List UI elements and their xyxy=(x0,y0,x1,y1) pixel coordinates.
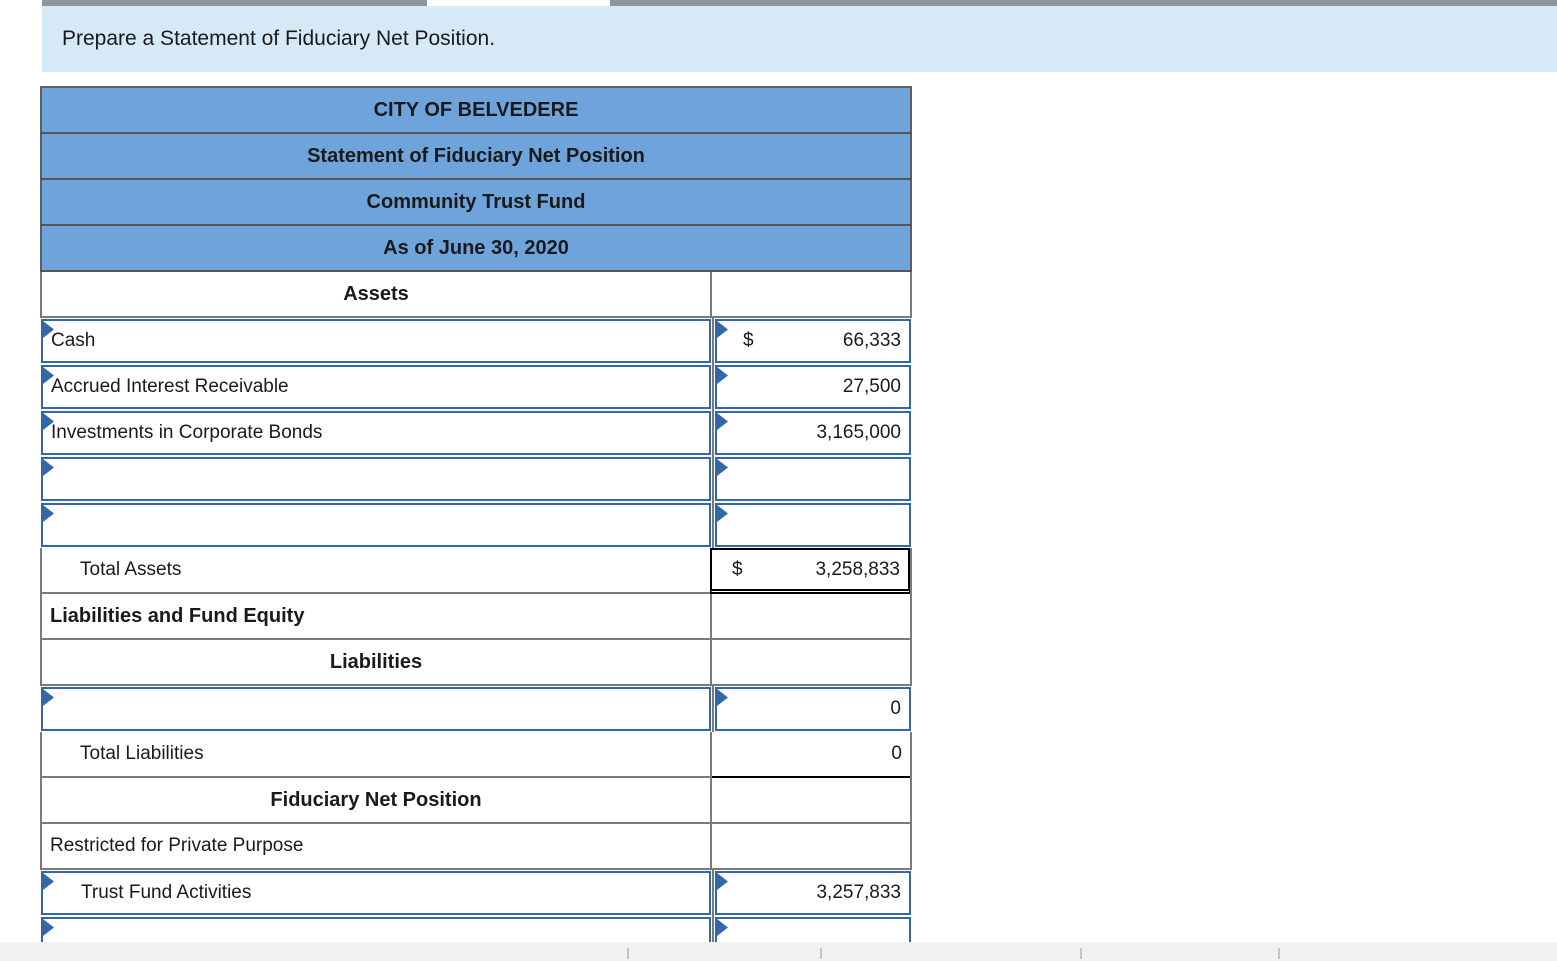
cell-marker-icon xyxy=(717,321,728,338)
blank-asset-1-label-input[interactable] xyxy=(41,457,711,501)
instruction-text: Prepare a Statement of Fiduciary Net Pos… xyxy=(62,27,496,50)
title-row-city: CITY OF BELVEDERE xyxy=(40,86,912,134)
empty-cell xyxy=(712,640,910,686)
cell-marker-icon xyxy=(717,505,728,522)
title-row-date: As of June 30, 2020 xyxy=(40,226,912,272)
blank-liability-amount-input[interactable]: 0 xyxy=(715,687,911,731)
cell-marker-icon xyxy=(717,919,728,936)
assets-section-label: Assets xyxy=(42,272,712,318)
footer-strip xyxy=(0,942,1557,961)
cell-marker-icon xyxy=(43,873,54,890)
statement-date: As of June 30, 2020 xyxy=(383,236,569,259)
row-total-liabilities: Total Liabilities 0 xyxy=(40,732,912,778)
investments-amount-input[interactable]: 3,165,000 xyxy=(715,411,911,455)
investments-label-input[interactable]: Investments in Corporate Bonds xyxy=(41,411,711,455)
blank-liability-label-input[interactable] xyxy=(41,687,711,731)
liabilities-fund-equity-label: Liabilities and Fund Equity xyxy=(42,594,712,640)
top-divider-left xyxy=(42,0,427,6)
row-liabilities-and-fund-equity: Liabilities and Fund Equity xyxy=(40,594,912,640)
blank-asset-2-amount-input[interactable] xyxy=(715,503,911,547)
total-assets-label: Total Assets xyxy=(42,548,712,594)
empty-cell xyxy=(712,594,910,640)
empty-cell xyxy=(712,778,910,824)
row-accrued-interest: Accrued Interest Receivable 27,500 xyxy=(40,364,912,410)
trust-fund-activities-label-input[interactable]: Trust Fund Activities xyxy=(41,871,711,915)
empty-cell xyxy=(712,824,910,870)
footer-divider xyxy=(820,948,822,959)
cell-marker-icon xyxy=(43,919,54,936)
company-title: CITY OF BELVEDERE xyxy=(373,98,579,121)
title-row-fund: Community Trust Fund xyxy=(40,180,912,226)
total-liabilities-amount: 0 xyxy=(712,732,910,778)
total-assets-amount: $ 3,258,833 xyxy=(710,548,910,594)
cell-marker-icon xyxy=(717,367,728,384)
row-blank-bottom xyxy=(40,916,912,942)
row-blank-asset-1 xyxy=(40,456,912,502)
cell-marker-icon xyxy=(43,459,54,476)
cell-marker-icon xyxy=(43,413,54,430)
fiduciary-net-position-label: Fiduciary Net Position xyxy=(42,778,712,824)
cell-marker-icon xyxy=(717,459,728,476)
cash-label-input[interactable]: Cash xyxy=(41,319,711,363)
cell-marker-icon xyxy=(717,413,728,430)
title-row-statement: Statement of Fiduciary Net Position xyxy=(40,134,912,180)
row-trust-fund-activities: Trust Fund Activities 3,257,833 xyxy=(40,870,912,916)
total-liabilities-label: Total Liabilities xyxy=(42,732,712,778)
footer-divider xyxy=(1278,948,1280,959)
cash-amount-input[interactable]: $ 66,333 xyxy=(715,319,911,363)
row-blank-liability: 0 xyxy=(40,686,912,732)
assets-header-row: Assets xyxy=(40,272,912,318)
row-restricted-private-purpose: Restricted for Private Purpose xyxy=(40,824,912,870)
instruction-banner: Prepare a Statement of Fiduciary Net Pos… xyxy=(42,6,1557,72)
blank-bottom-amount-input[interactable] xyxy=(715,917,911,942)
statement-table: CITY OF BELVEDERE Statement of Fiduciary… xyxy=(40,86,912,942)
cell-marker-icon xyxy=(43,367,54,384)
cell-marker-icon xyxy=(43,321,54,338)
row-cash: Cash $ 66,333 xyxy=(40,318,912,364)
top-divider-right xyxy=(610,0,1557,6)
fiduciary-net-position-header-row: Fiduciary Net Position xyxy=(40,778,912,824)
row-investments: Investments in Corporate Bonds 3,165,000 xyxy=(40,410,912,456)
blank-bottom-label-input[interactable] xyxy=(41,917,711,942)
liabilities-header-row: Liabilities xyxy=(40,640,912,686)
accrued-interest-amount-input[interactable]: 27,500 xyxy=(715,365,911,409)
row-total-assets: Total Assets $ 3,258,833 xyxy=(40,548,912,594)
empty-cell xyxy=(712,272,910,318)
footer-divider xyxy=(627,948,629,959)
restricted-private-purpose-label: Restricted for Private Purpose xyxy=(42,824,712,870)
cell-marker-icon xyxy=(717,873,728,890)
cell-marker-icon xyxy=(43,505,54,522)
statement-title: Statement of Fiduciary Net Position xyxy=(307,144,645,167)
fund-title: Community Trust Fund xyxy=(366,190,586,213)
blank-asset-1-amount-input[interactable] xyxy=(715,457,911,501)
cell-marker-icon xyxy=(717,689,728,706)
trust-fund-activities-amount-input[interactable]: 3,257,833 xyxy=(715,871,911,915)
row-blank-asset-2 xyxy=(40,502,912,548)
accrued-interest-label-input[interactable]: Accrued Interest Receivable xyxy=(41,365,711,409)
blank-asset-2-label-input[interactable] xyxy=(41,503,711,547)
cell-marker-icon xyxy=(43,689,54,706)
liabilities-section-label: Liabilities xyxy=(42,640,712,686)
footer-divider xyxy=(1080,948,1082,959)
